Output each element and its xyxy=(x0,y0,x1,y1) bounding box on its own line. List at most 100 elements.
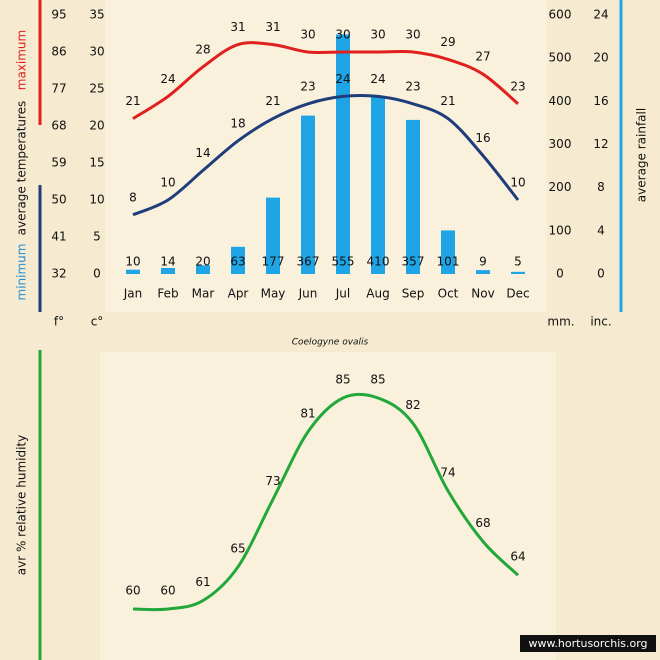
data-label: 101 xyxy=(437,255,460,269)
data-label: 9 xyxy=(479,255,487,269)
y-tick-label: 50 xyxy=(51,193,66,207)
data-label: 23 xyxy=(510,79,525,93)
data-label: 5 xyxy=(514,255,522,269)
y-tick-label: 0 xyxy=(556,267,564,281)
data-label: 10 xyxy=(160,176,175,190)
data-label: 60 xyxy=(160,584,175,598)
line xyxy=(132,392,520,612)
y-tick-label: 24 xyxy=(593,8,608,22)
x-tick-label: Sep xyxy=(402,287,425,301)
axis-unit: inc. xyxy=(590,315,611,329)
data-label: 85 xyxy=(335,373,350,387)
data-label: 29 xyxy=(440,35,455,49)
y-tick-label: 59 xyxy=(51,156,66,170)
legend-label: minimum xyxy=(15,244,29,301)
y-tick-label: 16 xyxy=(593,94,608,108)
bar xyxy=(406,119,420,275)
data-label: 10 xyxy=(125,255,140,269)
data-label: 61 xyxy=(195,575,210,589)
data-label: 177 xyxy=(262,255,285,269)
data-label: 21 xyxy=(440,94,455,108)
y-tick-label: 5 xyxy=(93,230,101,244)
data-label: 357 xyxy=(402,255,425,269)
data-label: 81 xyxy=(300,406,315,420)
y-tick-label: 30 xyxy=(89,45,104,59)
watermark: www.hortusorchis.org xyxy=(528,637,647,650)
y-tick-label: 25 xyxy=(89,82,104,96)
data-label: 367 xyxy=(297,255,320,269)
data-label: 85 xyxy=(370,373,385,387)
data-label: 18 xyxy=(230,116,245,130)
data-label: 10 xyxy=(510,176,525,190)
y-tick-label: 10 xyxy=(89,193,104,207)
data-label: 21 xyxy=(265,94,280,108)
x-tick-label: Aug xyxy=(366,287,389,301)
data-label: 30 xyxy=(335,28,350,42)
x-tick-label: May xyxy=(261,287,286,301)
y-tick-label: 77 xyxy=(51,82,66,96)
x-tick-label: Feb xyxy=(157,287,178,301)
y-tick-label: 4 xyxy=(597,223,605,237)
legend-label: maximum xyxy=(15,30,29,90)
data-label: 23 xyxy=(300,79,315,93)
y-tick-label: 32 xyxy=(51,267,66,281)
bar xyxy=(231,246,245,274)
data-label: 14 xyxy=(160,255,175,269)
data-label: 14 xyxy=(195,146,210,160)
y-tick-label: 300 xyxy=(549,137,572,151)
bar xyxy=(196,265,210,274)
y-tick-label: 68 xyxy=(51,119,66,133)
bar xyxy=(336,34,350,274)
data-label: 8 xyxy=(129,190,137,204)
y-tick-label: 95 xyxy=(51,8,66,22)
y-axis-title: avr % relative humidity xyxy=(15,435,29,576)
data-label: 24 xyxy=(160,72,175,86)
y-tick-label: 15 xyxy=(89,156,104,170)
y-tick-label: 200 xyxy=(549,180,572,194)
data-label: 64 xyxy=(510,550,525,564)
data-label: 60 xyxy=(125,584,140,598)
data-label: 24 xyxy=(335,72,350,86)
y-tick-label: 35 xyxy=(89,8,104,22)
y-tick-label: 8 xyxy=(597,180,605,194)
bar xyxy=(301,115,315,274)
axis-unit: mm. xyxy=(547,315,574,329)
axis-unit: c° xyxy=(91,315,104,329)
y-tick-label: 86 xyxy=(51,45,66,59)
data-label: 555 xyxy=(332,255,355,269)
data-label: 65 xyxy=(230,541,245,555)
bar xyxy=(511,271,525,274)
x-tick-label: Dec xyxy=(506,287,529,301)
y-tick-label: 41 xyxy=(51,230,66,244)
bar xyxy=(161,267,175,274)
x-tick-label: Apr xyxy=(228,287,249,301)
data-label: 63 xyxy=(230,255,245,269)
axis-unit: f° xyxy=(54,315,64,329)
data-label: 410 xyxy=(367,255,390,269)
line xyxy=(132,41,519,120)
data-label: 23 xyxy=(405,79,420,93)
watermark-bg xyxy=(520,635,656,652)
data-label: 30 xyxy=(300,28,315,42)
line xyxy=(132,93,520,217)
panel xyxy=(100,352,556,660)
data-label: 21 xyxy=(125,94,140,108)
bar xyxy=(476,270,490,274)
caption: Coelogyne ovalis xyxy=(292,338,369,348)
y2-axis-title: average rainfall xyxy=(635,108,649,202)
bar xyxy=(266,197,280,274)
y-tick-label: 20 xyxy=(89,119,104,133)
data-label: 82 xyxy=(405,398,420,412)
y-tick-label: 500 xyxy=(549,51,572,65)
data-label: 27 xyxy=(475,50,490,64)
y-tick-label: 0 xyxy=(597,267,605,281)
data-label: 31 xyxy=(265,20,280,34)
data-label: 68 xyxy=(475,516,490,530)
x-tick-label: Nov xyxy=(471,287,494,301)
x-tick-label: Jan xyxy=(123,287,143,301)
x-tick-label: Oct xyxy=(438,287,459,301)
y-tick-label: 400 xyxy=(549,94,572,108)
data-label: 31 xyxy=(230,20,245,34)
y-tick-label: 0 xyxy=(93,267,101,281)
